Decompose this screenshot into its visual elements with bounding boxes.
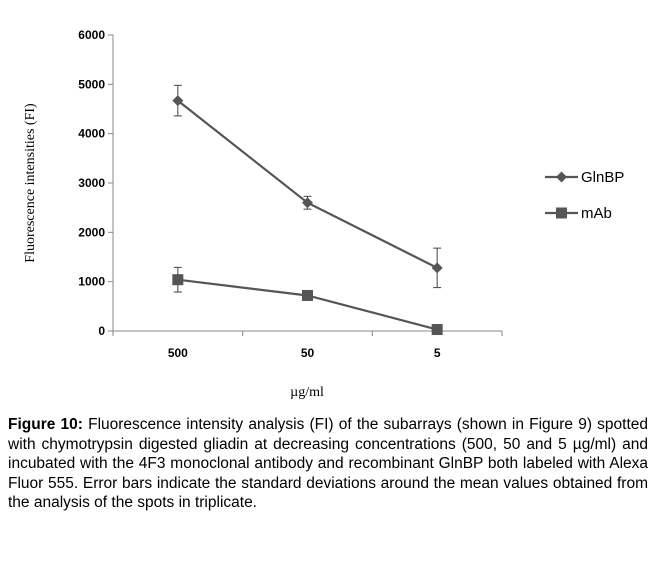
y-tick-label: 6000 (78, 28, 105, 42)
series-line (177, 278, 438, 331)
y-tick-label: 2000 (78, 225, 105, 239)
data-point (431, 262, 443, 274)
legend-label: mAb (581, 205, 612, 222)
series-layer (172, 84, 443, 336)
caption-text: Fluorescence intensity analysis (FI) of … (8, 416, 648, 511)
x-axis: 500 50 5 (112, 330, 503, 360)
y-tick-label: 5000 (78, 77, 105, 91)
legend-label: GlnBP (581, 169, 624, 186)
series-glnbp (172, 84, 443, 289)
series-line (177, 99, 438, 269)
x-tick-label: 50 (301, 346, 315, 360)
line-chart: 0 1000 2000 3000 4000 5000 6000 500 50 5 GlnBP mA… (23, 28, 624, 400)
y-tick-label: 1000 (78, 275, 105, 289)
x-tick-label: 5 (434, 346, 441, 360)
y-axis-title: Fluorescence intensities (FI) (23, 103, 38, 263)
data-point (302, 197, 313, 209)
legend: GlnBP mAb (545, 169, 624, 222)
y-tick-label: 0 (98, 324, 105, 338)
y-tick-label: 4000 (78, 127, 105, 141)
legend-marker (556, 171, 567, 183)
legend-marker (556, 207, 567, 219)
data-point (431, 324, 443, 336)
series-mab (172, 266, 443, 336)
figure-caption: Figure 10: Fluorescence intensity analys… (8, 415, 648, 513)
y-tick-label: 3000 (78, 176, 105, 190)
x-tick-label: 500 (168, 346, 188, 360)
y-axis: 0 1000 2000 3000 4000 5000 6000 (78, 28, 114, 338)
data-point (172, 95, 184, 107)
x-axis-title: µg/ml (290, 385, 324, 400)
caption-label: Figure 10: (8, 416, 83, 433)
data-point (302, 289, 313, 301)
data-point (172, 274, 184, 286)
